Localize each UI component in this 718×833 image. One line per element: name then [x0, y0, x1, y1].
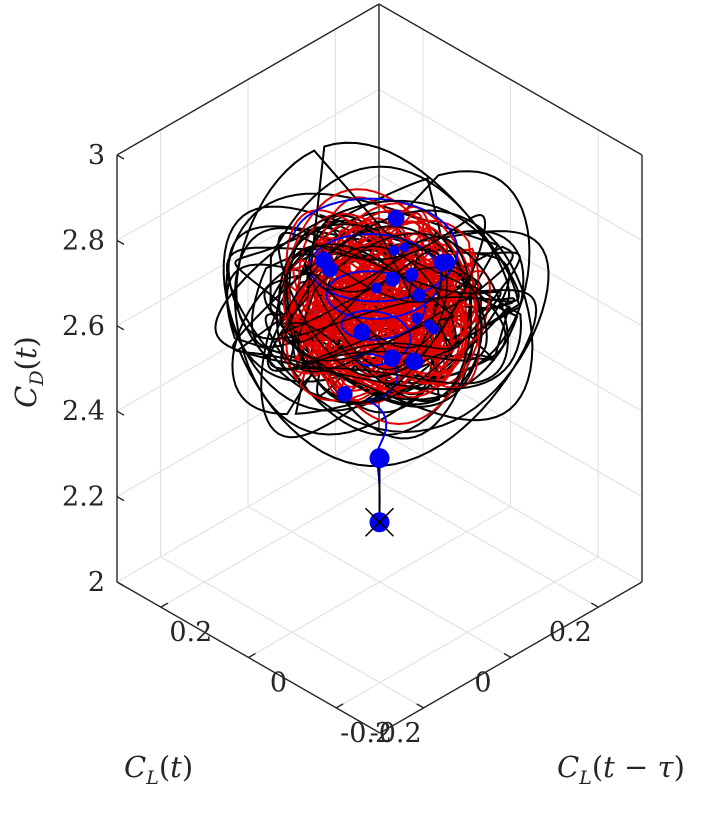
series-blue-marker	[428, 323, 439, 335]
z-tick	[116, 410, 125, 416]
z-tick-label: 2.2	[62, 482, 105, 513]
x-tick	[590, 602, 599, 608]
axes-box-edge	[116, 3, 380, 156]
z-tick	[116, 495, 125, 502]
series-blue-line	[292, 197, 459, 523]
series-blue-marker	[315, 251, 333, 269]
series-blue-marker	[353, 323, 371, 341]
y-tick	[248, 652, 256, 659]
floor-grid-y	[335, 556, 599, 709]
series-blue-marker	[405, 268, 419, 282]
initial-point-cross	[364, 507, 395, 537]
series-blue-marker	[383, 349, 401, 367]
z-tick-label: 2.6	[62, 311, 105, 342]
z-tick-label: 2	[88, 567, 105, 598]
series-blue-marker	[412, 288, 426, 302]
y-tick	[160, 602, 169, 608]
z-tick	[116, 239, 125, 246]
floor-grid-y	[248, 505, 511, 659]
x-tick	[416, 703, 425, 709]
trajectory-markers	[315, 209, 455, 537]
x-axis-label: CL(t)	[124, 750, 193, 789]
z-tick	[116, 325, 125, 331]
series-blue-marker	[405, 352, 424, 371]
y-axis-label: CL(t − τ)	[557, 750, 685, 789]
second-point-marker	[369, 448, 390, 469]
z-axis-label: CD(t)	[9, 336, 48, 408]
tick-labels: 2 2.2 2.4 2.6 2.8 3 -0.2 0 0.2 -0.2 0 0.2	[62, 140, 592, 749]
x-tick-label: 0.2	[549, 617, 592, 648]
series-blue-marker	[336, 386, 353, 402]
series-blue-marker	[399, 242, 410, 253]
y-tick	[335, 703, 344, 709]
axes-box-edge	[378, 3, 643, 156]
y-tick-label: 0.2	[169, 617, 212, 648]
series-blue-marker	[387, 209, 405, 227]
z-tick-label: 2.4	[62, 396, 105, 427]
y-tick-label: 0	[270, 668, 287, 699]
x-tick-label: 0	[474, 668, 491, 699]
z-tick-label: 2.8	[62, 225, 105, 256]
axes-box	[116, 3, 643, 734]
series-blue-marker	[433, 254, 452, 272]
series-blue-marker	[384, 271, 400, 287]
series-black-overlay	[214, 141, 534, 421]
z-tick	[116, 154, 125, 160]
z-tick	[116, 581, 125, 587]
series-blue-marker	[411, 312, 423, 324]
series-blue-marker	[388, 244, 400, 256]
x-tick	[503, 652, 512, 659]
trajectory-series	[214, 141, 550, 523]
y-tick-label: -0.2	[340, 718, 392, 749]
series-blue-marker	[370, 282, 383, 294]
z-tick-label: 3	[88, 140, 105, 171]
x-tick-label: -0.2	[370, 718, 422, 749]
